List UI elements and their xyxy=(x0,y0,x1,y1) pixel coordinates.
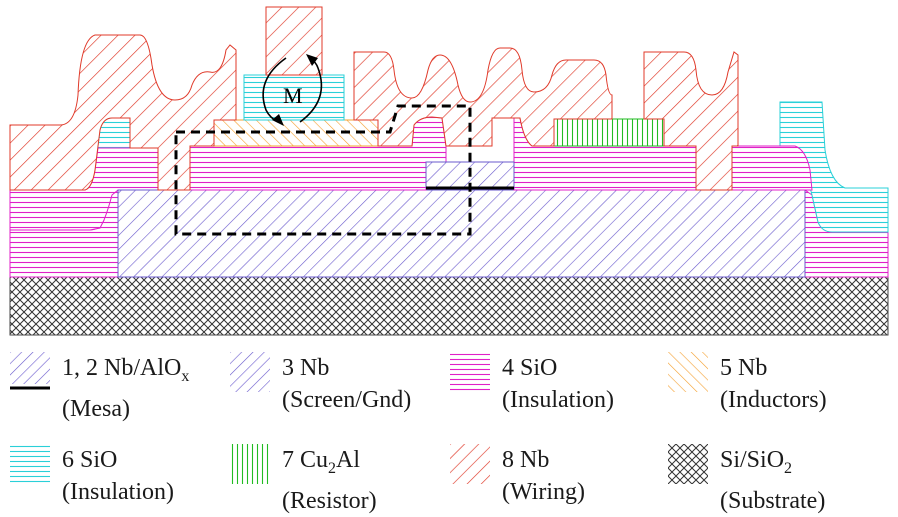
cu2al-resistor xyxy=(553,118,665,147)
legend: 1, 2 Nb/AlOx (Mesa) 3 Nb (Screen/Gnd) 4 … xyxy=(0,340,898,516)
legend-name-mesa: 1, 2 Nb/AlOx xyxy=(62,355,190,385)
legend-name-wiring: 8 Nb xyxy=(502,447,550,473)
substrate-swatch-icon xyxy=(668,444,708,484)
substrate-layer xyxy=(9,276,889,336)
sio4-swatch-icon xyxy=(450,352,490,392)
legend-desc-inductors: (Inductors) xyxy=(720,387,827,413)
legend-name-resistor: 7 Cu2Al xyxy=(282,447,361,477)
legend-name-screen: 3 Nb xyxy=(282,355,330,381)
legend-desc-substrate: (Substrate) xyxy=(720,487,826,514)
legend-name-substrate: Si/SiO2 xyxy=(720,447,793,477)
resistor-swatch-icon xyxy=(230,444,270,484)
legend-desc-sio6: (Insulation) xyxy=(62,479,174,505)
legend-desc-wiring: (Wiring) xyxy=(502,479,586,505)
mutual-inductance-label: M xyxy=(283,83,303,108)
inductors-swatch-icon xyxy=(668,352,708,392)
legend-name-inductors: 5 Nb xyxy=(720,355,768,381)
mesa-swatch-icon xyxy=(10,352,50,390)
arrow-head-right xyxy=(306,54,318,66)
wiring-swatch-icon xyxy=(450,444,490,484)
sio-insulation-right xyxy=(731,145,813,191)
nb-wiring-center xyxy=(353,47,613,147)
screen-swatch-icon xyxy=(230,352,270,392)
cross-section-diagram: M xyxy=(9,6,889,336)
arrow-head-left xyxy=(272,114,284,126)
legend-desc-screen: (Screen/Gnd) xyxy=(282,387,412,413)
legend-desc-sio4: (Insulation) xyxy=(502,387,614,413)
nb-wiring-post xyxy=(265,6,323,76)
legend-name-sio4: 4 SiO xyxy=(502,355,558,381)
sio-insulation-top xyxy=(243,74,345,121)
legend-name-sio6: 6 SiO xyxy=(62,447,118,473)
legend-desc-mesa: (Mesa) xyxy=(62,395,130,422)
nb-wiring-left xyxy=(9,34,237,191)
sio6-swatch-icon xyxy=(10,444,50,484)
dashed-loop-outline xyxy=(174,104,472,236)
nb-wiring-right xyxy=(643,51,739,191)
legend-desc-resistor: (Resistor) xyxy=(282,487,377,514)
